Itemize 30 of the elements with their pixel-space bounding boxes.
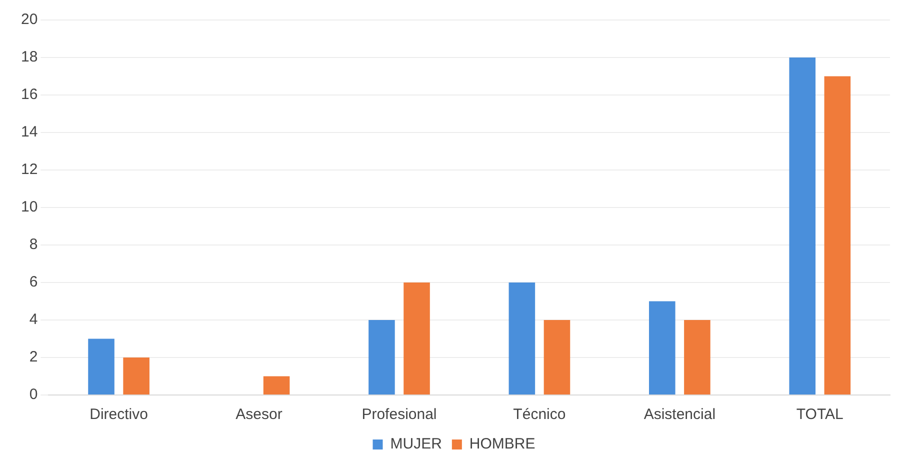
y-tick-label: 8 (29, 236, 38, 254)
bar (684, 320, 710, 394)
y-tick-label: 0 (29, 386, 38, 404)
bar (404, 282, 430, 394)
legend-label: HOMBRE (469, 436, 536, 453)
x-tick-label: Técnico (513, 406, 566, 424)
y-tick-label: 2 (29, 348, 38, 366)
bar (123, 358, 150, 394)
y-tick-label: 6 (29, 274, 38, 291)
bar (263, 376, 290, 394)
y-tick-label: 20 (20, 11, 38, 28)
bar (649, 301, 676, 394)
bar (544, 320, 570, 394)
x-tick-label: TOTAL (796, 406, 844, 424)
x-tick-label: Profesional (362, 406, 437, 424)
y-tick-label: 18 (20, 48, 38, 66)
y-tick-label: 4 (29, 311, 38, 328)
x-tick-label: Directivo (90, 406, 148, 424)
bar (508, 282, 536, 394)
bar (824, 76, 851, 394)
bar (88, 338, 114, 394)
x-tick-label: Asesor (236, 406, 282, 424)
legend-label: MUJER (390, 436, 442, 453)
y-tick-label: 14 (20, 124, 38, 141)
x-tick-label: Asistencial (644, 406, 716, 424)
y-tick-label: 16 (20, 86, 38, 104)
y-tick-label: 10 (20, 198, 38, 216)
bar (789, 58, 816, 394)
bar (368, 320, 395, 394)
y-tick-label: 12 (20, 161, 38, 178)
